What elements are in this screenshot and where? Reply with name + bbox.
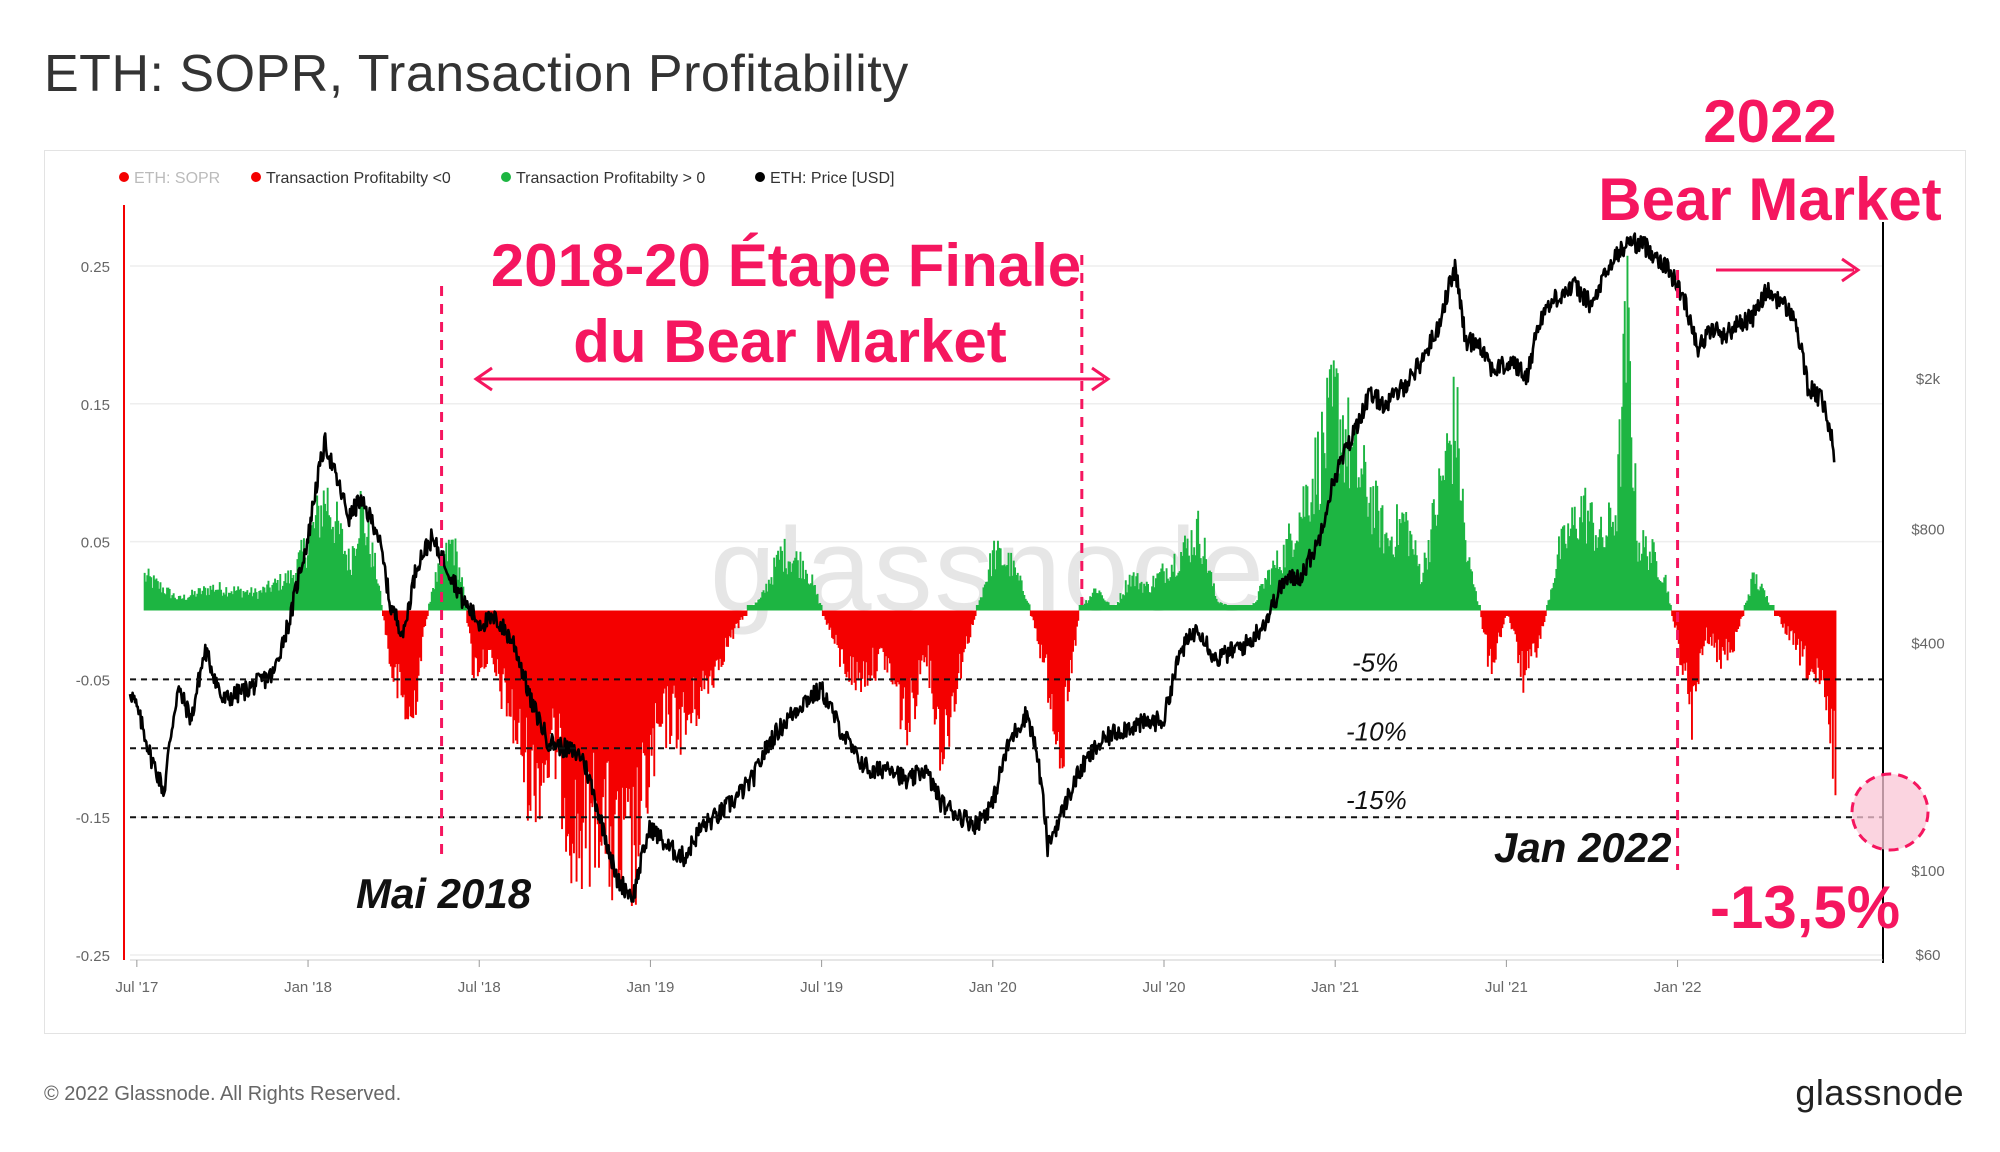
price-line (128, 232, 1836, 903)
x-tick-label: Jul '20 (1143, 979, 1186, 996)
y-right-tick-label: $400 (1911, 635, 1944, 652)
legend: ETH: SOPR Transaction Profitabilty <0 Tr… (119, 170, 894, 187)
jan-2022-label: Jan 2022 (1494, 824, 1671, 871)
pct-label: -13,5% (1710, 874, 1900, 941)
y-axis-left: 0.25 0.15 0.05 -0.05 -0.15 -0.25 (76, 259, 110, 965)
x-tick-label: Jul '18 (458, 979, 501, 996)
legend-marker-profit-pos (501, 172, 511, 182)
bear-title-line-1: 2022 (1703, 88, 1836, 155)
x-tick-label: Jan '21 (1311, 979, 1359, 996)
x-axis: Jul '17 Jan '18 Jul '18 Jan '19 Jul '19 Jan '… (115, 959, 1883, 996)
profit-negative-bars (382, 610, 1837, 906)
y-right-tick-label: $800 (1911, 521, 1944, 538)
legend-marker-price (755, 172, 765, 182)
y-left-tick-label: 0.15 (81, 397, 110, 414)
phase-arrow-right-head (1091, 366, 1111, 392)
level-label-15: -15% (1346, 785, 1407, 815)
profit-positive-bars (143, 255, 1775, 611)
y-right-tick-label: $60 (1915, 947, 1940, 964)
level-label-5: -5% (1352, 647, 1398, 677)
x-tick-label: Jan '20 (969, 979, 1017, 996)
y-axis-right: $2k $800 $400 $100 $60 (1911, 371, 1944, 964)
y-left-tick-label: 0.25 (81, 259, 110, 276)
y-left-tick-label: 0.05 (81, 535, 110, 552)
y-left-tick-label: -0.05 (76, 672, 110, 689)
x-tick-label: Jul '17 (115, 979, 158, 996)
annotations: 2018-20 Étape Finale du Bear Market 2022… (356, 88, 1942, 941)
legend-marker-sopr (119, 172, 129, 182)
copyright: © 2022 Glassnode. All Rights Reserved. (44, 1083, 402, 1105)
brand-logo[interactable]: glassnode (1795, 1072, 1964, 1113)
profitability-area (143, 255, 1837, 906)
x-tick-label: Jul '21 (1485, 979, 1528, 996)
bear-title-line-2: Bear Market (1598, 166, 1942, 233)
highlight-circle (1850, 772, 1930, 852)
y-right-tick-label: $2k (1916, 371, 1941, 388)
x-tick-label: Jan '19 (626, 979, 674, 996)
y-left-tick-label: -0.15 (76, 810, 110, 827)
y-right-tick-label: $100 (1911, 863, 1944, 880)
legend-label-profit-neg[interactable]: Transaction Profitabilty <0 (266, 170, 451, 187)
mai-2018-label: Mai 2018 (356, 870, 532, 917)
y-left-tick-label: -0.25 (76, 948, 110, 965)
legend-marker-profit-neg (251, 172, 261, 182)
level-label-10: -10% (1346, 716, 1407, 746)
legend-label-profit-pos[interactable]: Transaction Profitabilty > 0 (516, 170, 705, 187)
page-title: ETH: SOPR, Transaction Profitability (44, 45, 909, 103)
legend-label-price[interactable]: ETH: Price [USD] (770, 170, 894, 187)
x-tick-label: Jan '18 (284, 979, 332, 996)
x-tick-label: Jan '22 (1654, 979, 1702, 996)
phase-arrow-left-head (473, 366, 493, 392)
bear-arrow-head (1841, 257, 1861, 283)
phase-title-line-2: du Bear Market (573, 308, 1006, 375)
x-tick-label: Jul '19 (800, 979, 843, 996)
legend-label-sopr[interactable]: ETH: SOPR (134, 170, 220, 187)
phase-title-line-1: 2018-20 Étape Finale (491, 232, 1081, 299)
